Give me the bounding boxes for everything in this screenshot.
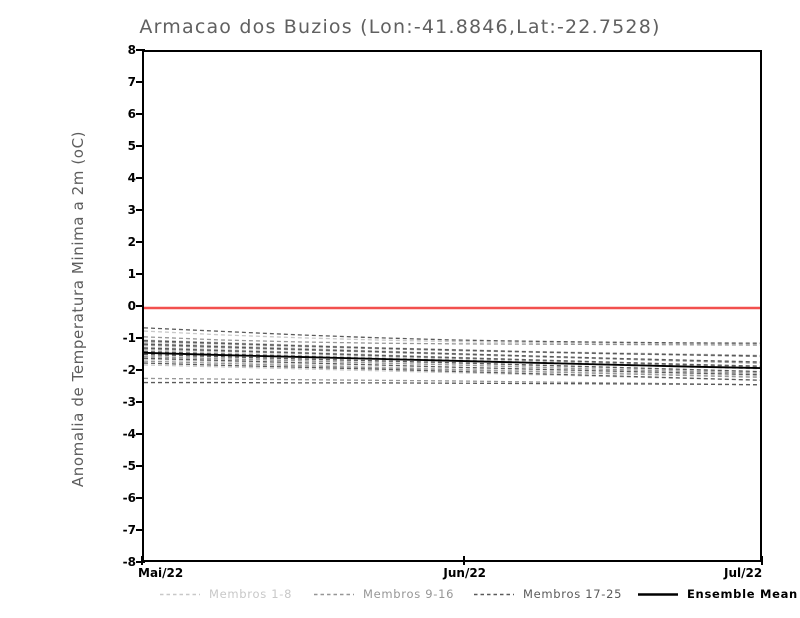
legend-line-swatch [474, 589, 514, 600]
x-tick-mark [141, 556, 143, 565]
y-tick-label: 4 [127, 171, 136, 185]
y-tick-mark [136, 561, 145, 563]
y-tick-mark [136, 305, 145, 307]
y-tick-label: -8 [122, 555, 136, 569]
y-tick-mark [136, 369, 145, 371]
legend-label: Membros 1-8 [209, 587, 293, 601]
member-line [144, 377, 760, 386]
legend-label: Membros 9-16 [363, 587, 455, 601]
y-tick-label: -2 [122, 363, 136, 377]
member-line [144, 360, 760, 378]
y-tick-mark [136, 49, 145, 51]
chart-title: Armacao dos Buzios (Lon:-41.8846,Lat:-22… [139, 16, 661, 38]
y-tick-mark [136, 529, 145, 531]
y-tick-mark [136, 465, 145, 467]
y-tick-label: 3 [127, 203, 136, 217]
y-tick-mark [136, 209, 145, 211]
member-line [144, 364, 760, 381]
y-tick-label: -6 [122, 491, 136, 505]
ensemble-mean-line [144, 351, 760, 369]
y-tick-mark [136, 497, 145, 499]
y-tick-label: -1 [122, 331, 136, 345]
y-tick-label: 5 [127, 139, 136, 153]
member-line [144, 336, 760, 346]
member-line [144, 347, 760, 367]
y-tick-mark [136, 81, 145, 83]
legend-entry: Membros 9-16 [314, 586, 454, 602]
y-tick-mark [136, 337, 145, 339]
x-tick-mark [463, 556, 466, 565]
y-tick-mark [136, 433, 145, 435]
legend-line-swatch [314, 589, 354, 600]
legend-line-swatch [638, 589, 678, 600]
member-line [144, 353, 760, 373]
member-line [144, 327, 760, 344]
legend-line-swatch [160, 589, 200, 600]
y-tick-label: -4 [122, 427, 136, 441]
y-tick-mark [136, 241, 145, 243]
x-tick-label: Jun/22 [443, 566, 487, 580]
y-tick-label: -7 [122, 523, 136, 537]
member-line [144, 381, 760, 386]
y-tick-label: 1 [127, 267, 136, 281]
member-line [144, 355, 760, 374]
legend-label: Membros 17-25 [523, 587, 623, 601]
x-tick-mark [761, 556, 763, 565]
y-tick-mark [136, 273, 145, 275]
legend-entry: Membros 1-8 [160, 586, 292, 602]
member-line [144, 339, 760, 357]
member-line [144, 343, 760, 363]
member-line [144, 357, 760, 376]
plot-area [142, 50, 762, 562]
y-axis-tick-labels: 8 7 6 5 4 3 2 1 0 -1 -2 -3 -4 -5 -6 -7 -8 [104, 0, 136, 618]
y-tick-label: 2 [127, 235, 136, 249]
member-line [144, 330, 760, 345]
y-tick-label: -5 [122, 459, 136, 473]
y-tick-label: 8 [127, 43, 136, 57]
y-tick-label: 6 [127, 107, 136, 121]
legend-entry: Membros 17-25 [474, 586, 622, 602]
y-tick-label: -3 [122, 395, 136, 409]
legend-label: Ensemble Mean [687, 587, 798, 601]
member-line [144, 358, 760, 378]
x-tick-label: Jul/22 [724, 566, 763, 580]
y-tick-mark [136, 177, 145, 179]
y-axis-label: Anomalia de Temperatura Minima a 2m (oC) [69, 130, 87, 488]
y-tick-label: 7 [127, 75, 136, 89]
member-line [144, 362, 760, 381]
chart-legend: Membros 1-8 Membros 9-16 Membros 17-25 Ense… [142, 586, 797, 604]
plot-lines [144, 306, 760, 386]
legend-entry: Ensemble Mean [638, 586, 798, 602]
y-tick-mark [136, 113, 145, 115]
y-tick-label: 0 [127, 299, 136, 313]
y-tick-mark [136, 145, 145, 147]
x-tick-label: Mai/22 [138, 566, 184, 580]
y-tick-mark [136, 401, 145, 403]
